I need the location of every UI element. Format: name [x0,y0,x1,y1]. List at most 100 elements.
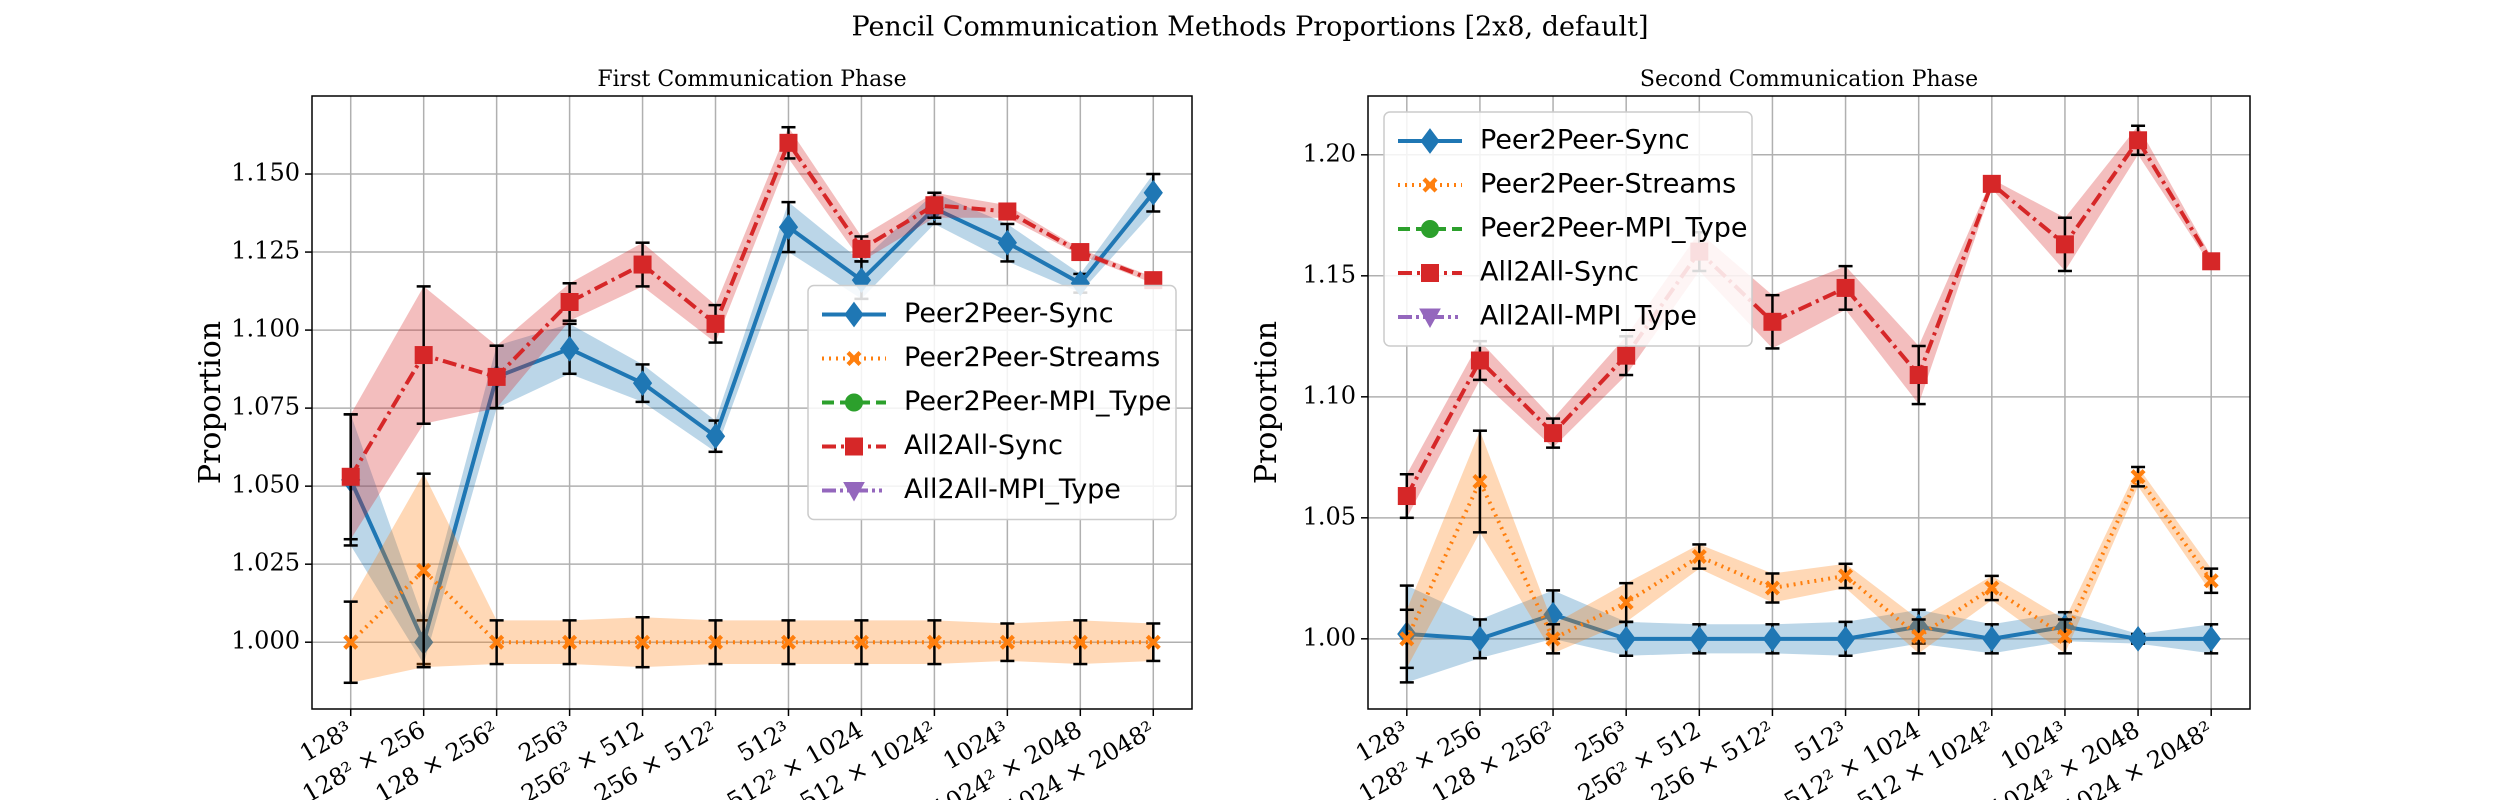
data-point [708,634,724,650]
data-point [1911,628,1927,644]
data-point [2202,252,2221,271]
y-tick-label: 1.050 [231,471,300,499]
error-band [1406,585,2212,683]
error-band [1406,430,2212,668]
data-point [2057,628,2073,644]
y-tick-label: 1.125 [231,237,300,265]
data-point [999,634,1015,650]
y-tick-label: 1.025 [231,549,300,577]
data-point [2128,625,2148,652]
data-point [926,634,942,650]
data-point [487,367,506,386]
y-tick-label: 1.150 [231,159,300,187]
data-point [414,346,433,365]
legend-marker [846,351,862,366]
legend-label: Peer2Peer-Sync [1480,125,1690,156]
legend-marker [845,393,863,412]
y-tick-label: 1.00 [1303,623,1356,651]
data-point [343,634,359,650]
data-point [1399,631,1415,647]
y-axis-label: Proportion [1249,321,1284,484]
data-point [997,229,1017,256]
data-point [2129,131,2148,150]
data-point [1470,625,1490,652]
data-point [1618,595,1634,611]
legend-label: Peer2Peer-Streams [904,342,1160,373]
error-band [1406,125,2212,518]
data-point [1982,174,2001,193]
data-point [341,467,360,486]
data-point [1689,625,1709,652]
figure-title: Pencil Communication Methods Proportions… [852,12,1649,43]
legend-marker [1420,128,1440,154]
data-point [1764,580,1780,596]
data-point [1072,634,1088,650]
series-line [1405,136,2213,497]
data-point [1838,568,1854,584]
data-point [1472,474,1488,490]
data-point [1617,346,1636,365]
data-point [633,255,652,274]
series-line [1404,472,2213,642]
panel-title: Second Communication Phase [1640,67,1978,92]
data-point [778,214,799,240]
y-tick-label: 1.000 [231,627,300,655]
data-point [1984,580,2000,596]
data-point [1397,487,1416,506]
data-point [780,634,796,650]
error-band [350,473,1154,683]
data-point [632,370,653,396]
data-point [1762,625,1783,652]
data-point [1616,625,1636,652]
legend-label: All2All-MPI_Type [904,474,1121,505]
legend-box [1383,111,1753,347]
data-point [1836,278,1855,297]
plot-frame [311,95,1193,710]
legend-label: All2All-Sync [904,430,1063,461]
data-point [925,196,944,215]
data-point [779,133,798,152]
legend-label: All2All-Sync [1480,257,1639,288]
data-point [1982,625,2002,652]
legend: Peer2Peer-Sync Peer2Peer-Streams Peer2Peer… [807,284,1177,521]
legend-box [807,284,1177,521]
legend-marker [843,482,865,502]
legend-marker [1421,264,1439,282]
legend-label: Peer2Peer-Sync [904,298,1114,329]
data-point [559,335,580,362]
data-point [1544,424,1563,443]
y-tick-label: 1.10 [1303,381,1356,409]
panel-title: First Communication Phase [597,67,906,92]
legend: Peer2Peer-Sync Peer2Peer-Streams Peer2Peer… [1383,111,1753,347]
legend-marker [1419,308,1441,329]
data-point [1909,366,1928,385]
legend-label: Peer2Peer-Streams [1480,169,1736,200]
series-line [349,138,1154,478]
legend-label: All2All-MPI_Type [1480,301,1697,332]
data-point [2201,625,2221,652]
data-point [853,634,869,650]
y-tick-label: 1.15 [1303,260,1356,288]
data-point [2203,573,2219,589]
data-point [998,202,1017,221]
data-point [560,292,579,311]
data-point [1691,549,1707,565]
data-point [706,314,725,333]
data-point [2055,235,2074,254]
data-point [416,562,432,578]
y-tick-label: 1.20 [1303,139,1356,167]
data-point [562,634,578,650]
legend-marker [1422,177,1438,193]
data-point [1071,243,1090,262]
legend-marker [845,437,863,456]
y-tick-label: 1.05 [1303,502,1356,530]
data-point [852,239,871,258]
series-line [348,191,1155,649]
data-point [1470,351,1489,370]
series-line [1406,612,2212,641]
y-tick-label: 1.100 [231,315,300,343]
data-point [2130,469,2146,485]
